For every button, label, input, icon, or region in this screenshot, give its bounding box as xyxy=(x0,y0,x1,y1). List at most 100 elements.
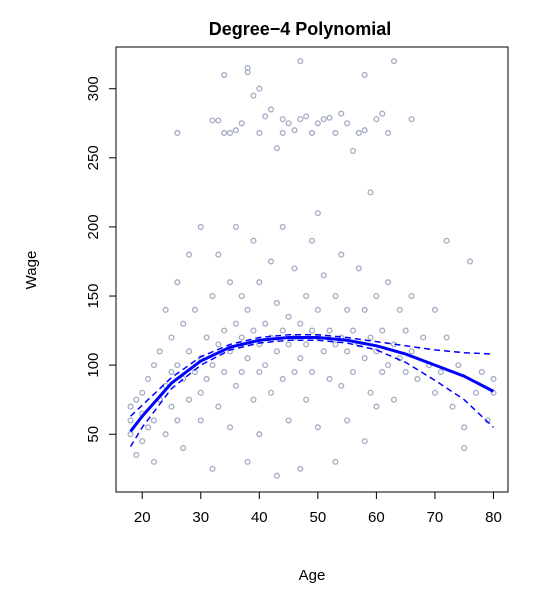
data-point xyxy=(186,348,193,355)
data-point xyxy=(314,424,321,431)
data-point xyxy=(402,368,409,376)
x-tick-label: 40 xyxy=(251,509,268,526)
data-point xyxy=(308,368,316,376)
data-point xyxy=(226,348,234,355)
data-point xyxy=(133,396,140,403)
data-point xyxy=(472,389,479,396)
data-point xyxy=(250,92,257,99)
data-point xyxy=(379,110,386,117)
data-point xyxy=(303,292,310,300)
data-point xyxy=(238,292,245,300)
data-point xyxy=(156,348,163,355)
data-point xyxy=(303,396,310,403)
data-point xyxy=(186,251,193,258)
y-tick-label: 100 xyxy=(85,353,102,378)
data-point xyxy=(379,327,386,334)
data-point xyxy=(373,403,380,410)
data-point xyxy=(408,116,415,123)
data-point xyxy=(303,113,310,120)
data-point xyxy=(285,417,292,424)
data-point xyxy=(314,210,321,217)
data-point xyxy=(191,306,198,313)
y-tick-label: 300 xyxy=(85,76,102,101)
data-point xyxy=(449,403,456,410)
data-point xyxy=(455,362,462,369)
data-point xyxy=(139,438,146,445)
data-point xyxy=(279,375,286,383)
data-point xyxy=(437,368,444,376)
data-point xyxy=(332,129,339,137)
lower-band xyxy=(129,339,494,448)
data-point xyxy=(308,327,316,334)
data-point xyxy=(256,279,263,286)
data-point xyxy=(232,320,239,327)
data-point xyxy=(209,117,216,124)
data-point xyxy=(367,189,374,196)
data-point xyxy=(250,237,257,244)
y-tick-label: 200 xyxy=(85,214,102,239)
data-point xyxy=(385,362,392,369)
data-point xyxy=(203,375,210,383)
data-point xyxy=(390,396,398,403)
data-point xyxy=(361,355,368,362)
data-point xyxy=(133,451,140,459)
data-point xyxy=(174,417,181,424)
y-tick-label: 250 xyxy=(85,145,102,170)
data-point xyxy=(408,292,415,300)
data-point xyxy=(314,306,321,313)
data-point xyxy=(150,417,157,424)
data-point xyxy=(168,368,175,376)
data-point xyxy=(332,458,339,465)
data-point xyxy=(168,403,175,410)
data-point xyxy=(180,320,187,327)
data-point xyxy=(174,129,181,137)
data-point xyxy=(238,368,245,376)
data-point xyxy=(320,272,327,279)
x-tick-label: 60 xyxy=(368,509,385,526)
data-point xyxy=(267,106,275,113)
data-point xyxy=(279,116,286,123)
data-point xyxy=(320,348,327,355)
data-point xyxy=(279,223,286,230)
data-point xyxy=(367,389,374,396)
data-point xyxy=(186,396,193,403)
data-point xyxy=(320,116,327,123)
data-point xyxy=(385,279,392,286)
data-point xyxy=(396,306,403,313)
data-point xyxy=(338,110,345,117)
data-point xyxy=(385,129,392,137)
data-point xyxy=(361,71,368,78)
data-point xyxy=(490,375,497,383)
data-point xyxy=(215,403,222,410)
y-axis-label: Wage xyxy=(23,251,40,290)
data-point xyxy=(250,396,257,403)
fit-line xyxy=(129,335,495,433)
data-point xyxy=(232,127,239,134)
data-point xyxy=(420,334,427,341)
data-point xyxy=(326,327,333,334)
data-point xyxy=(297,116,304,123)
data-point xyxy=(332,341,339,348)
data-point xyxy=(355,265,362,272)
x-tick-label: 20 xyxy=(134,509,151,526)
data-point xyxy=(461,445,468,452)
data-point xyxy=(373,292,380,300)
data-point xyxy=(209,465,216,472)
data-point xyxy=(273,299,280,306)
data-point xyxy=(408,348,415,355)
data-point xyxy=(308,129,316,137)
data-point xyxy=(145,375,152,383)
data-point xyxy=(203,334,210,341)
data-point xyxy=(373,116,380,123)
data-point xyxy=(361,127,368,134)
data-point xyxy=(215,251,222,258)
data-point xyxy=(297,320,304,327)
data-point xyxy=(180,445,187,452)
data-point xyxy=(414,375,421,383)
data-point xyxy=(431,389,438,396)
data-point xyxy=(162,431,169,438)
x-tick-label: 50 xyxy=(310,509,327,526)
x-tick-label: 70 xyxy=(427,509,444,526)
data-point xyxy=(291,127,298,134)
